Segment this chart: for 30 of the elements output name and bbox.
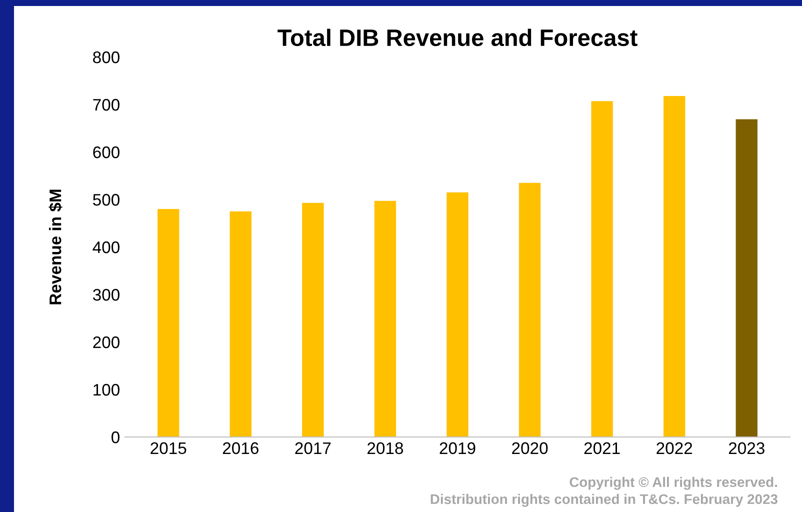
x-tick-label: 2019 — [440, 442, 476, 454]
x-tick-label: 2021 — [584, 442, 620, 454]
y-tick-label: 500 — [93, 194, 120, 206]
y-tick-label: 700 — [93, 98, 120, 111]
bar — [374, 200, 396, 437]
y-axis-title: Revenue in $M — [48, 190, 62, 304]
bar — [230, 211, 252, 437]
x-tick-label: 2016 — [222, 442, 258, 454]
y-tick-label: 200 — [93, 336, 120, 348]
y-tick-label: 400 — [92, 241, 120, 254]
y-tick-label: 600 — [93, 146, 120, 158]
text: Copyright © All rights reserved. Distribution rights contained in T&Cs. February 2023 — [430, 476, 778, 507]
y-tick-label: 800 — [93, 51, 120, 64]
bar — [446, 192, 468, 437]
x-tick-label: 2023 — [728, 442, 764, 454]
y-tick-label: 100 — [94, 384, 120, 396]
bar — [664, 96, 686, 437]
bar — [302, 202, 324, 437]
x-tick-label: 2017 — [295, 442, 331, 454]
bar — [158, 209, 180, 437]
x-tick-label: 2018 — [368, 442, 404, 454]
bar — [518, 182, 541, 437]
x-tick-label: 2015 — [150, 442, 186, 454]
chart-title: Total DIB Revenue and Forecast — [278, 28, 638, 46]
y-tick-label: 300 — [92, 288, 120, 301]
y-tick-label: 0 — [112, 431, 120, 444]
bar — [591, 101, 613, 437]
bar — [736, 119, 758, 437]
x-tick-label: 2022 — [656, 442, 692, 454]
x-tick-label: 2020 — [512, 442, 548, 454]
